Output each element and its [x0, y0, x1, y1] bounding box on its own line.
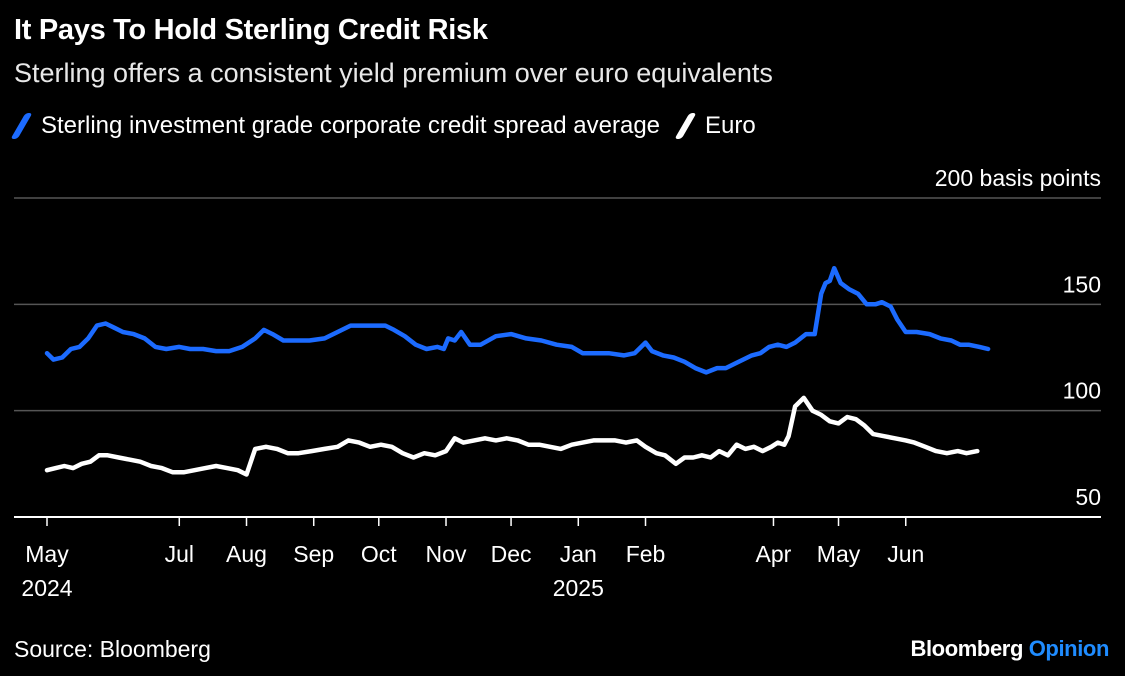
brand-bloomberg: Bloomberg [910, 636, 1023, 661]
x-tick-label-2024-07-01: Jul [165, 541, 194, 567]
brand-opinion: Opinion [1028, 636, 1110, 661]
x-tick-label-2024-12-01: Dec [491, 541, 532, 567]
source-note: Source: Bloomberg [14, 636, 211, 662]
brand-logo: Bloomberg Opinion [910, 636, 1109, 662]
legend-label-euro: Euro [705, 112, 756, 139]
x-tick-label-2025-01-01: Jan [560, 541, 597, 567]
y-tick-label-150: 150 [1063, 271, 1101, 297]
x-tick-year-2025: 2025 [553, 575, 604, 601]
series-line-euro [44, 395, 980, 477]
x-tick-label-2024-11-01: Nov [426, 541, 467, 567]
chart-subtitle: Sterling offers a consistent yield premi… [14, 58, 773, 88]
chart-legend: Sterling investment grade corporate cred… [10, 112, 774, 140]
y-tick-label-200: 200 basis points [935, 165, 1101, 191]
x-tick-label-2025-05-01: May [817, 541, 861, 567]
chart-title: It Pays To Hold Sterling Credit Risk [14, 14, 488, 46]
x-tick-label-2025-02-01: Feb [626, 541, 666, 567]
x-tick-label-2025-06-01: Jun [887, 541, 924, 567]
y-tick-label-50: 50 [1075, 484, 1101, 510]
y-tick-label-100: 100 [1063, 378, 1101, 404]
legend-item-sterling: Sterling investment grade corporate cred… [10, 112, 661, 140]
legend-item-euro: Euro [674, 112, 756, 140]
x-tick-label-2024-09-01: Sep [293, 541, 334, 567]
x-tick-year-2024: 2024 [21, 575, 72, 601]
x-tick-label-2024-05-01: May [25, 541, 69, 567]
x-tick-label-2024-08-01: Aug [226, 541, 267, 567]
x-tick-label-2024-10-01: Oct [361, 541, 397, 567]
x-tick-label-2025-04-01: Apr [756, 541, 792, 567]
legend-label-sterling: Sterling investment grade corporate cred… [41, 112, 661, 139]
series-line-sterling [44, 265, 991, 375]
